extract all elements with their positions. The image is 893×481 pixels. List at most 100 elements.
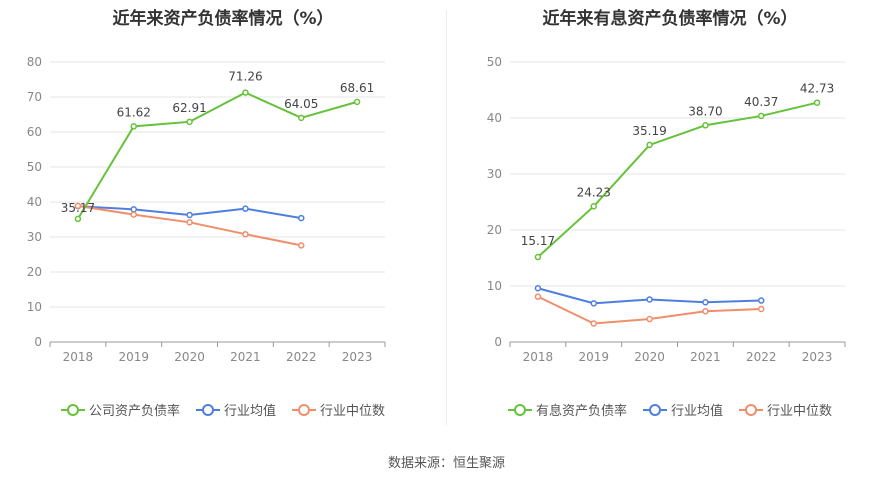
legend-label: 行业均值	[670, 404, 723, 419]
data-source-note: 数据来源：恒生聚源	[387, 456, 505, 471]
y-tick-label: 0	[494, 335, 502, 349]
legend-label: 有息资产负债率	[535, 404, 627, 419]
y-tick-label: 60	[27, 125, 42, 139]
data-point-main	[130, 123, 137, 130]
data-point-median	[74, 202, 82, 210]
legend-marker-icon	[60, 403, 85, 416]
data-label: 61.62	[117, 105, 151, 119]
y-tick-label: 20	[27, 265, 42, 279]
data-point-avg	[702, 298, 709, 306]
data-label: 35.19	[632, 124, 666, 138]
data-label: 64.05	[284, 97, 318, 111]
data-label: 15.17	[521, 234, 555, 248]
y-tick-label: 70	[27, 90, 42, 104]
legend-circle	[513, 403, 526, 416]
data-point-avg	[758, 297, 765, 304]
data-point-main	[74, 215, 82, 223]
legend-circle	[648, 403, 661, 416]
data-point-main	[298, 114, 305, 122]
data-label: 42.73	[800, 82, 834, 96]
legend-label: 公司资产负债率	[88, 404, 180, 419]
legend-circle	[66, 403, 79, 416]
y-tick-label: 0	[34, 335, 42, 349]
data-point-main	[534, 253, 542, 261]
data-point-avg	[590, 300, 597, 307]
x-tick-label: 2020	[174, 350, 205, 364]
data-point-median	[646, 315, 653, 323]
y-tick-label: 40	[487, 111, 502, 125]
right-chart-panel: 近年来有息资产负债率情况（%） 0 10 20 30 40 50 2018 2019 2020 2…	[447, 0, 893, 440]
data-point-main	[186, 118, 193, 126]
chart-legend: 有息资产负债率 行业均值 行业中位数	[447, 400, 893, 419]
data-point-main	[758, 112, 765, 120]
y-tick-label: 50	[27, 160, 42, 174]
legend-marker-icon	[507, 403, 532, 416]
data-point-median	[590, 320, 597, 327]
data-point-median	[298, 242, 305, 249]
data-point-avg	[186, 211, 193, 219]
y-tick-label: 30	[27, 230, 42, 244]
legend-item-avg[interactable]: 行业均值	[195, 400, 276, 419]
data-label: 38.70	[688, 104, 722, 118]
y-tick-label: 30	[487, 167, 502, 181]
data-point-avg	[534, 284, 542, 292]
legend-item-main[interactable]: 有息资产负债率	[507, 400, 627, 419]
legend-item-main[interactable]: 公司资产负债率	[60, 400, 180, 419]
y-tick-label: 10	[487, 279, 502, 293]
x-tick-label: 2023	[342, 350, 373, 364]
y-tick-label: 40	[27, 195, 42, 209]
data-point-median	[130, 211, 137, 218]
data-label: 68.61	[340, 81, 374, 95]
legend-circle	[298, 403, 310, 416]
data-point-main	[646, 141, 653, 149]
chart-title: 近年来有息资产负债率情况（%）	[542, 9, 798, 29]
series-line-main	[537, 101, 818, 258]
chart-title: 近年来资产负债率情况（%）	[112, 9, 334, 29]
data-point-avg	[242, 205, 249, 212]
legend-circle	[745, 403, 757, 416]
data-label: 62.91	[172, 101, 206, 115]
data-point-median	[186, 219, 193, 226]
chart-legend: 公司资产负债率 行业均值 行业中位数	[0, 400, 446, 419]
series-line-main	[77, 91, 358, 220]
data-label: 35.17	[61, 201, 95, 215]
data-point-main	[813, 99, 821, 106]
y-tick-label: 10	[27, 300, 42, 314]
data-point-main	[242, 89, 249, 96]
data-point-avg	[130, 206, 137, 213]
x-tick-label: 2022	[286, 350, 317, 364]
data-point-avg	[646, 296, 653, 303]
x-tick-label: 2023	[802, 350, 833, 364]
x-tick-label: 2021	[230, 350, 261, 364]
legend-marker-icon	[195, 403, 220, 416]
x-tick-label: 2019	[118, 350, 149, 364]
x-tick-label: 2018	[523, 350, 554, 364]
legend-marker-icon	[739, 403, 763, 416]
legend-circle	[201, 403, 214, 416]
data-label: 40.37	[744, 95, 778, 109]
data-point-median	[242, 230, 249, 238]
data-point-avg	[298, 214, 305, 222]
data-point-median	[534, 293, 542, 300]
x-tick-label: 2018	[63, 350, 94, 364]
legend-item-avg[interactable]: 行业均值	[642, 400, 723, 419]
y-tick-label: 50	[487, 55, 502, 69]
legend-marker-icon	[292, 403, 316, 416]
x-tick-label: 2019	[578, 350, 609, 364]
y-tick-label: 20	[487, 223, 502, 237]
x-tick-label: 2021	[690, 350, 721, 364]
x-tick-label: 2020	[634, 350, 665, 364]
data-label: 71.26	[228, 70, 262, 84]
legend-label: 行业均值	[223, 404, 276, 419]
x-tick-label: 2022	[746, 350, 777, 364]
data-point-main	[353, 98, 361, 106]
data-point-main	[702, 122, 709, 129]
panel-divider	[446, 10, 447, 425]
data-point-main	[590, 203, 597, 210]
data-label: 24.23	[577, 185, 611, 199]
asset-liability-ratio-chart: 0 10 20 30 40 50 60 70 80 2018 2019 2020 2021 2022 202…	[27, 55, 386, 364]
interest-bearing-ratio-chart: 0 10 20 30 40 50 2018 2019 2020 2021 2022 2023 15.17…	[487, 55, 846, 364]
y-tick-label: 80	[27, 55, 42, 69]
legend-item-median[interactable]: 行业中位数	[739, 400, 832, 419]
legend-item-median[interactable]: 行业中位数	[292, 400, 385, 419]
